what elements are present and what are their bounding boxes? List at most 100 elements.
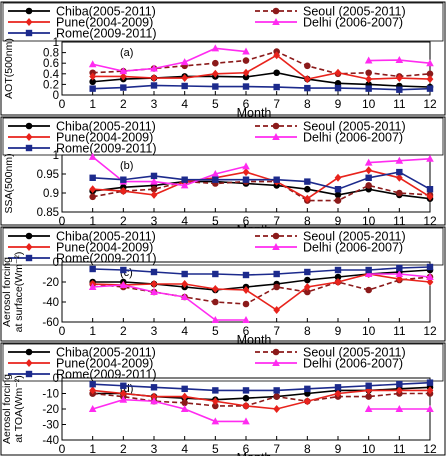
- y-tick-label: 0.2: [43, 79, 59, 91]
- series-rome: [89, 168, 434, 193]
- legend-marker: [272, 122, 280, 130]
- data-point: [273, 51, 281, 60]
- x-tick-label: 2: [120, 442, 127, 456]
- series-line: [92, 389, 430, 410]
- legend-marker: [272, 18, 280, 25]
- data-point: [181, 280, 189, 288]
- legend-item-seoul: Seoul (2005-2011): [255, 4, 406, 18]
- legend-marker: [25, 254, 33, 262]
- data-point: [334, 191, 342, 199]
- series-pune: [89, 51, 434, 84]
- data-point: [304, 178, 311, 185]
- data-point: [334, 186, 342, 193]
- data-point: [396, 264, 403, 272]
- y-tick-label: 0.9: [43, 188, 59, 200]
- data-point: [180, 58, 189, 66]
- x-tick-label: 5: [212, 97, 219, 111]
- legend-label: Rome(2009-2011): [56, 251, 157, 265]
- legend-item-rome: Rome(2009-2011): [8, 141, 157, 155]
- series-line: [92, 169, 431, 200]
- data-point: [364, 56, 373, 64]
- data-point: [242, 83, 250, 90]
- data-point: [273, 283, 280, 291]
- legend-item-seoul: Seoul (2005-2011): [255, 345, 406, 359]
- data-point: [119, 281, 128, 288]
- legend-label: Rome(2009-2011): [56, 26, 157, 40]
- data-point: [365, 69, 372, 77]
- data-point: [150, 384, 158, 391]
- data-point: [242, 401, 250, 410]
- legend-label: Chiba(2005-2011): [56, 345, 156, 359]
- data-point: [211, 69, 219, 78]
- series-line: [92, 386, 431, 401]
- y-tick-label: 0: [53, 257, 59, 269]
- legend-marker: [25, 7, 33, 15]
- series-delhi: [88, 270, 434, 323]
- legend-marker: [25, 232, 33, 240]
- y-tick-label: -40: [42, 297, 59, 309]
- x-tick-label: 0: [59, 214, 66, 228]
- legend-label: Delhi (2006-2007): [303, 356, 403, 370]
- series-pune: [89, 270, 434, 314]
- legend-label: Delhi (2006-2007): [303, 130, 403, 144]
- data-point: [365, 75, 373, 84]
- legend-box: [2, 2, 444, 42]
- data-point: [364, 158, 373, 166]
- series-line: [92, 266, 431, 276]
- data-point: [395, 386, 403, 395]
- x-tick-label: 1: [89, 214, 96, 228]
- data-point: [365, 166, 373, 175]
- x-tick-label: 8: [304, 442, 311, 456]
- panel-frame: [0, 116, 446, 226]
- legend-marker: [272, 348, 280, 356]
- series-line: [92, 180, 431, 200]
- data-point: [242, 286, 250, 294]
- y-axis-label-line: at TOA(Wm⁻²): [13, 375, 25, 443]
- legend-item-chiba: Chiba(2005-2011): [8, 4, 156, 18]
- x-tick-label: 5: [212, 214, 219, 228]
- series-line: [92, 273, 431, 311]
- data-point: [88, 60, 97, 68]
- data-point: [396, 86, 403, 93]
- series-pune: [89, 166, 434, 203]
- data-point: [426, 273, 434, 280]
- legend-label: Pune(2004-2009): [56, 130, 153, 144]
- data-point: [88, 283, 97, 290]
- legend-marker: [25, 29, 33, 37]
- data-point: [303, 194, 311, 203]
- legend-label: Pune(2004-2009): [56, 240, 153, 254]
- data-point: [180, 293, 189, 300]
- x-axis-label: Month: [237, 451, 272, 456]
- data-point: [89, 85, 96, 92]
- data-point: [304, 385, 311, 393]
- legend-marker: [25, 133, 33, 141]
- panel-label: (b): [120, 160, 133, 172]
- data-point: [304, 268, 311, 276]
- x-tick-label: 3: [151, 324, 158, 338]
- legend-marker: [25, 18, 33, 26]
- data-point: [181, 176, 188, 183]
- legend-marker: [25, 370, 33, 378]
- data-point: [150, 64, 158, 72]
- y-tick-label: 0: [53, 373, 59, 385]
- legend-label: Rome(2009-2011): [56, 141, 157, 155]
- legend-marker: [272, 7, 280, 15]
- chart-panel-a: Chiba(2005-2011) Seoul (2005-2011) Pune(20…: [0, 1, 446, 120]
- data-point: [334, 273, 342, 281]
- data-point: [181, 385, 188, 393]
- legend-label: Seoul (2005-2011): [303, 4, 406, 18]
- data-point: [150, 185, 158, 193]
- x-tick-label: 10: [362, 324, 376, 338]
- data-point: [242, 271, 250, 279]
- data-point: [426, 263, 434, 271]
- x-tick-label: 0: [59, 324, 66, 338]
- x-tick-label: 1: [89, 97, 96, 111]
- x-tick-label: 12: [423, 442, 437, 456]
- x-tick-label: 0: [59, 97, 66, 111]
- data-point: [212, 298, 219, 306]
- x-tick-label: 4: [181, 442, 188, 456]
- x-tick-label: 8: [304, 214, 311, 228]
- data-point: [89, 72, 97, 81]
- x-tick-label: 3: [151, 214, 158, 228]
